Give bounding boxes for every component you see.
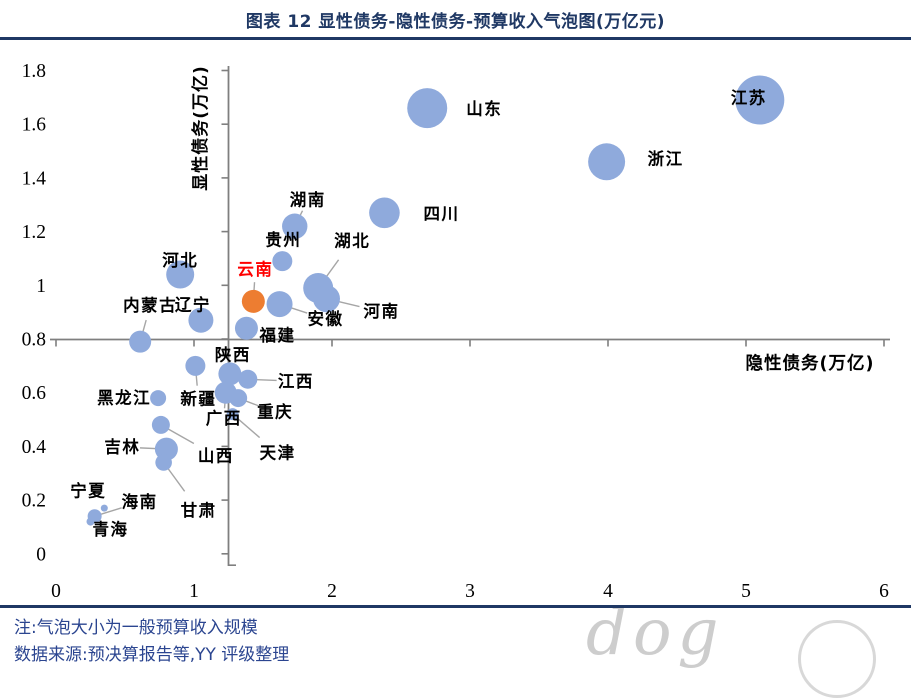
- province-label: 安徽: [308, 309, 344, 329]
- province-label: 贵州: [265, 230, 301, 250]
- y-tick-label: 1.2: [22, 222, 46, 243]
- province-bubble: [266, 291, 293, 318]
- province-bubble: [234, 316, 258, 340]
- province-bubble: [282, 213, 308, 239]
- province-bubble: [407, 88, 448, 129]
- province-label: 辽宁: [175, 295, 211, 315]
- province-label: 河南: [363, 301, 399, 321]
- province-label: 江苏: [731, 88, 767, 108]
- watermark-text: dog: [586, 596, 725, 670]
- province-bubble: [155, 454, 172, 471]
- province-bubble: [272, 251, 293, 272]
- province-label: 山西: [198, 446, 234, 465]
- notes-divider: [0, 605, 911, 608]
- province-label: 浙江: [648, 148, 684, 168]
- y-tick-label: 0.8: [22, 330, 46, 351]
- province-bubble: [735, 75, 785, 125]
- province-label: 天津: [260, 443, 296, 463]
- province-bubble: [150, 390, 167, 407]
- x-tick-label: 2: [327, 581, 337, 602]
- province-label: 云南: [237, 259, 273, 279]
- province-label: 吉林: [104, 437, 140, 457]
- x-tick-label: 4: [603, 581, 613, 602]
- chart-note: 注:气泡大小为一般预算收入规模: [14, 618, 258, 638]
- title-divider: [0, 37, 911, 40]
- province-bubble: [185, 355, 206, 376]
- province-bubble: [218, 362, 242, 386]
- x-tick-label: 3: [465, 581, 475, 602]
- chart-title: 图表 12 显性债务-隐性债务-预算收入气泡图(万亿元): [245, 12, 666, 32]
- province-label: 广西: [206, 408, 242, 428]
- y-tick-label: 0: [36, 544, 46, 565]
- y-tick-label: 0.6: [22, 383, 47, 404]
- province-label: 山东: [466, 99, 502, 119]
- province-label: 宁夏: [70, 481, 106, 501]
- x-tick-label: 1: [189, 581, 199, 602]
- province-bubble: [166, 260, 195, 289]
- province-label: 福建: [258, 325, 295, 345]
- province-label: 重庆: [257, 402, 293, 422]
- y-tick-label: 1.8: [22, 61, 46, 82]
- axes: 0 1 2 3 4 5 6 0 0.2 0.4 0.6 0.8 1 1.2 1.4 1.6 1.8 隐性债务(万亿…: [22, 61, 890, 602]
- province-bubble: [369, 197, 400, 229]
- province-bubble: [151, 415, 170, 434]
- y-tick-label: 1.4: [22, 168, 47, 189]
- province-bubble: [312, 285, 340, 313]
- bubbles: [86, 75, 785, 526]
- province-label: 黑龙江: [97, 388, 151, 408]
- chart-source: 数据来源:预决算报告等,YY 评级整理: [14, 645, 290, 665]
- x-tick-label: 5: [741, 581, 751, 602]
- x-tick-label: 6: [879, 581, 889, 602]
- province-label: 河北: [162, 251, 198, 270]
- province-label: 青海: [93, 519, 129, 539]
- province-bubble: [238, 369, 258, 389]
- y-tick-label: 0.4: [22, 437, 47, 458]
- province-label: 陕西: [215, 344, 251, 364]
- x-tick-label: 0: [51, 581, 61, 602]
- province-label: 湖北: [334, 231, 370, 250]
- province-label: 湖南: [290, 190, 326, 210]
- bubble-chart: 0 1 2 3 4 5 6 0 0.2 0.4 0.6 0.8 1 1.2 1.4 1.6 1.8 隐性债务(万亿…: [22, 61, 890, 602]
- y-axis-title: 显性债务(万亿): [190, 65, 211, 191]
- report-figure-page: { "header": { "title": "图表 12 显性债务-隐性债务-…: [0, 12, 911, 698]
- province-label: 江西: [278, 372, 314, 391]
- y-tick-label: 0.2: [22, 491, 46, 512]
- province-bubble: [226, 408, 239, 421]
- y-tick-label: 1: [36, 276, 46, 297]
- y-tick-label: 1.6: [22, 115, 47, 136]
- province-bubble: [188, 307, 214, 333]
- province-bubble: [588, 143, 626, 181]
- province-bubble: [241, 289, 265, 313]
- province-label: 四川: [423, 204, 459, 223]
- province-label: 海南: [122, 492, 158, 512]
- province-label: 甘肃: [181, 501, 217, 520]
- x-axis-title: 隐性债务(万亿): [746, 353, 875, 374]
- province-bubble: [129, 330, 152, 353]
- province-bubble: [100, 504, 108, 512]
- province-bubble: [229, 389, 248, 408]
- province-bubble: [87, 509, 102, 524]
- province-label: 内蒙古: [123, 295, 177, 315]
- province-label: 新疆: [180, 388, 216, 408]
